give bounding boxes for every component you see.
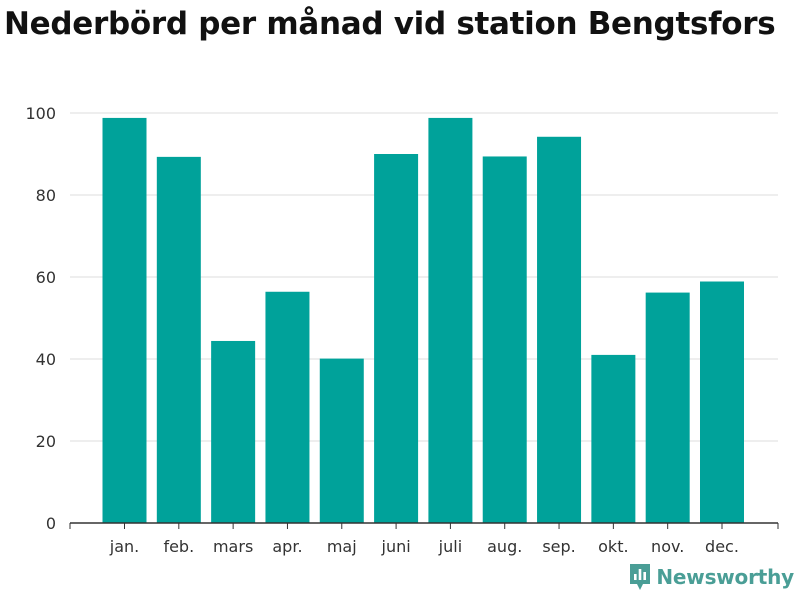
x-tick-label: dec. bbox=[705, 537, 739, 556]
y-tick-label: 0 bbox=[46, 514, 56, 533]
newsworthy-logo: Newsworthy bbox=[628, 562, 794, 592]
x-axis-labels: jan. feb. mars apr. maj juni juli aug. sep. okt. n… bbox=[109, 537, 739, 556]
y-tick-label: 60 bbox=[36, 268, 56, 287]
bar bbox=[537, 136, 582, 523]
x-tick-label: apr. bbox=[272, 537, 302, 556]
y-axis-labels: 0 20 40 60 80 100 bbox=[25, 104, 56, 533]
x-tick-label: maj bbox=[327, 537, 357, 556]
bar bbox=[428, 117, 473, 524]
bar bbox=[482, 156, 527, 523]
bar bbox=[700, 281, 744, 523]
bar bbox=[319, 358, 364, 523]
y-tick-label: 100 bbox=[25, 104, 56, 123]
bars bbox=[102, 117, 744, 524]
brand-name: Newsworthy bbox=[656, 565, 794, 589]
x-axis bbox=[69, 522, 779, 529]
x-tick-label: juni bbox=[381, 537, 411, 556]
bar bbox=[374, 154, 419, 523]
y-tick-label: 40 bbox=[36, 350, 56, 369]
x-tick-label: feb. bbox=[163, 537, 194, 556]
chart-title: Nederbörd per månad vid station Bengtsfo… bbox=[4, 6, 776, 42]
x-tick-label: jan. bbox=[109, 537, 139, 556]
bar bbox=[265, 291, 310, 523]
bar bbox=[645, 292, 690, 523]
x-tick-label: juli bbox=[438, 537, 462, 556]
y-tick-label: 80 bbox=[36, 186, 56, 205]
bar bbox=[591, 354, 636, 523]
newsworthy-chart-icon bbox=[630, 564, 651, 590]
x-tick-label: sep. bbox=[542, 537, 575, 556]
x-tick-label: nov. bbox=[651, 537, 684, 556]
y-tick-label: 20 bbox=[36, 432, 56, 451]
x-tick-label: aug. bbox=[487, 537, 522, 556]
x-tick-label: okt. bbox=[598, 537, 628, 556]
bar bbox=[156, 156, 201, 523]
bar bbox=[102, 117, 147, 524]
bar bbox=[211, 340, 256, 523]
x-tick-label: mars bbox=[213, 537, 253, 556]
